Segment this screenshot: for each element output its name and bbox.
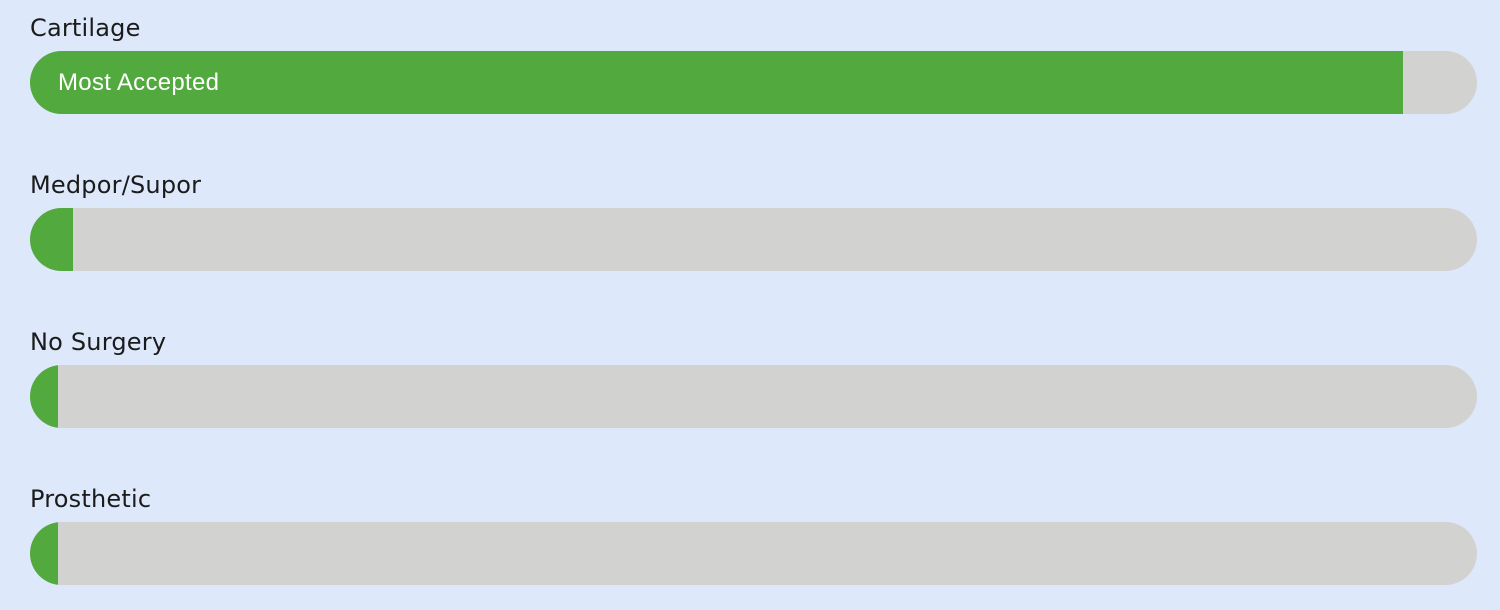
poll-option-row-no-surgery: No Surgery: [30, 327, 1477, 428]
result-bar-annotation: Most Accepted: [58, 68, 220, 96]
option-label: Prosthetic: [30, 485, 152, 513]
result-bar-track: [30, 208, 1477, 271]
result-bar-fill: [30, 208, 74, 271]
result-bar-track: [30, 522, 1477, 585]
result-bar-fill: [30, 522, 58, 585]
poll-option-row-medpor-supor: Medpor/Supor: [30, 170, 1477, 271]
result-bar-fill: [30, 365, 58, 428]
result-bar-fill: Most Accepted: [30, 51, 1404, 114]
option-label: Medpor/Supor: [30, 171, 202, 199]
result-bar-track: Most Accepted: [30, 51, 1477, 114]
poll-option-row-cartilage: Cartilage Most Accepted: [30, 13, 1477, 114]
result-bar-track: [30, 365, 1477, 428]
option-label: Cartilage: [30, 14, 141, 42]
poll-option-row-prosthetic: Prosthetic: [30, 484, 1477, 585]
option-label: No Surgery: [30, 328, 167, 356]
